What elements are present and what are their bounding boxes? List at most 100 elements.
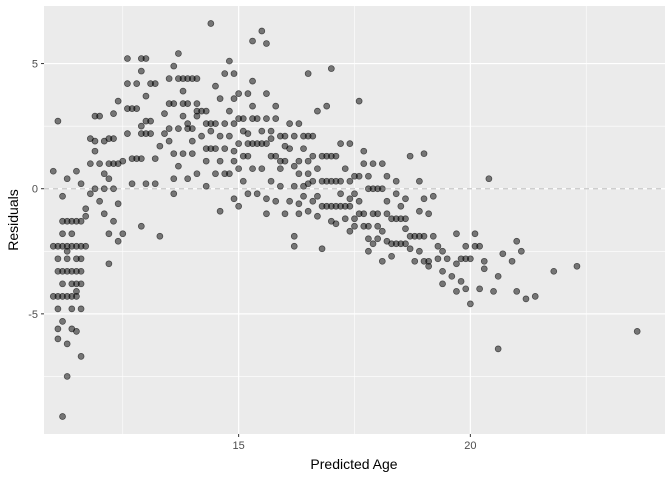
data-point: [82, 242, 90, 250]
data-point: [351, 222, 358, 230]
data-point: [439, 267, 446, 275]
data-point: [633, 328, 641, 335]
data-point: [513, 237, 521, 245]
data-point: [221, 145, 229, 153]
data-point: [230, 157, 238, 165]
data-point: [531, 292, 539, 300]
data-point: [193, 75, 201, 82]
data-point: [105, 175, 113, 183]
data-point: [226, 132, 233, 140]
data-point: [365, 172, 372, 180]
data-point: [378, 160, 386, 168]
data-point: [235, 202, 242, 210]
data-point: [281, 132, 289, 140]
data-point: [253, 115, 261, 122]
data-point: [128, 180, 136, 188]
data-point: [346, 140, 354, 148]
data-point: [453, 260, 460, 268]
data-point: [212, 145, 219, 153]
data-point: [341, 165, 349, 173]
data-point: [346, 195, 354, 203]
data-point: [235, 140, 242, 148]
data-point: [480, 257, 488, 265]
data-point: [351, 190, 358, 198]
data-point: [63, 247, 71, 255]
data-point: [383, 197, 391, 205]
data-point: [416, 247, 423, 255]
data-point: [161, 110, 168, 117]
data-point: [295, 170, 303, 178]
data-point: [448, 272, 456, 280]
data-point: [142, 180, 150, 188]
data-point: [277, 165, 284, 173]
data-point: [355, 197, 363, 205]
data-point: [77, 305, 85, 313]
data-point: [346, 202, 354, 210]
data-point: [327, 65, 335, 72]
data-point: [226, 170, 233, 178]
data-point: [198, 132, 205, 140]
data-point: [77, 180, 85, 188]
data-point: [249, 37, 256, 45]
data-point: [309, 197, 317, 205]
data-point: [392, 177, 400, 185]
data-point: [383, 237, 391, 245]
data-points: [49, 20, 641, 420]
data-point: [314, 212, 321, 220]
data-point: [314, 192, 321, 200]
data-point: [249, 102, 256, 110]
data-point: [304, 70, 312, 77]
data-point: [119, 157, 127, 165]
data-point: [476, 285, 483, 293]
data-point: [453, 287, 460, 295]
x-tick-label: 15: [233, 440, 245, 452]
data-point: [207, 127, 215, 135]
data-point: [522, 295, 530, 303]
data-point: [165, 75, 173, 82]
data-point: [226, 107, 233, 115]
data-point: [327, 217, 335, 225]
data-point: [54, 335, 62, 343]
data-point: [137, 67, 145, 75]
data-point: [272, 197, 280, 205]
data-point: [365, 247, 372, 255]
data-point: [54, 117, 62, 125]
data-point: [272, 102, 280, 110]
data-point: [212, 170, 219, 178]
data-point: [170, 100, 178, 107]
data-point: [374, 210, 382, 218]
data-point: [337, 177, 344, 185]
data-point: [59, 413, 66, 420]
data-point: [360, 160, 368, 168]
data-point: [165, 137, 173, 145]
data-point: [100, 170, 108, 178]
data-point: [471, 230, 479, 238]
data-point: [550, 267, 558, 275]
data-point: [137, 155, 145, 163]
data-point: [73, 167, 80, 175]
data-point: [374, 222, 382, 230]
data-point: [54, 325, 62, 333]
data-point: [360, 147, 368, 155]
data-point: [49, 292, 57, 300]
data-point: [175, 125, 182, 132]
data-point: [221, 70, 229, 77]
data-point: [314, 107, 321, 115]
data-point: [406, 152, 414, 160]
data-point: [402, 240, 409, 248]
data-point: [179, 112, 187, 120]
data-point: [573, 262, 581, 270]
data-point: [397, 202, 405, 210]
data-point: [365, 222, 372, 230]
data-point: [175, 162, 182, 170]
data-point: [202, 107, 210, 115]
data-point: [281, 142, 289, 150]
data-point: [369, 160, 377, 168]
data-point: [453, 230, 460, 238]
data-point: [96, 197, 103, 205]
data-point: [480, 265, 488, 273]
data-point: [63, 340, 71, 348]
data-point: [332, 152, 340, 160]
data-point: [114, 200, 122, 208]
data-point: [100, 185, 108, 193]
